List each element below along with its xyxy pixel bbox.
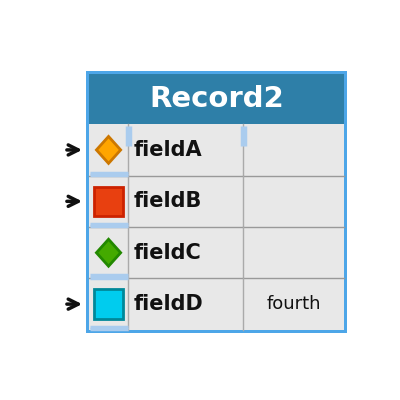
Bar [94, 186, 123, 216]
Text: fieldD: fieldD [134, 294, 204, 314]
Text: fieldB: fieldB [134, 191, 202, 211]
Bar [94, 289, 123, 319]
Text: Record2: Record2 [149, 85, 284, 113]
Text: fourth: fourth [267, 295, 321, 313]
Bar [89, 74, 344, 124]
Text: fieldC: fieldC [134, 243, 202, 263]
Bar [89, 124, 344, 330]
Polygon shape [96, 239, 121, 266]
Text: fieldA: fieldA [134, 140, 202, 160]
Polygon shape [96, 136, 121, 164]
Bar [86, 71, 348, 333]
